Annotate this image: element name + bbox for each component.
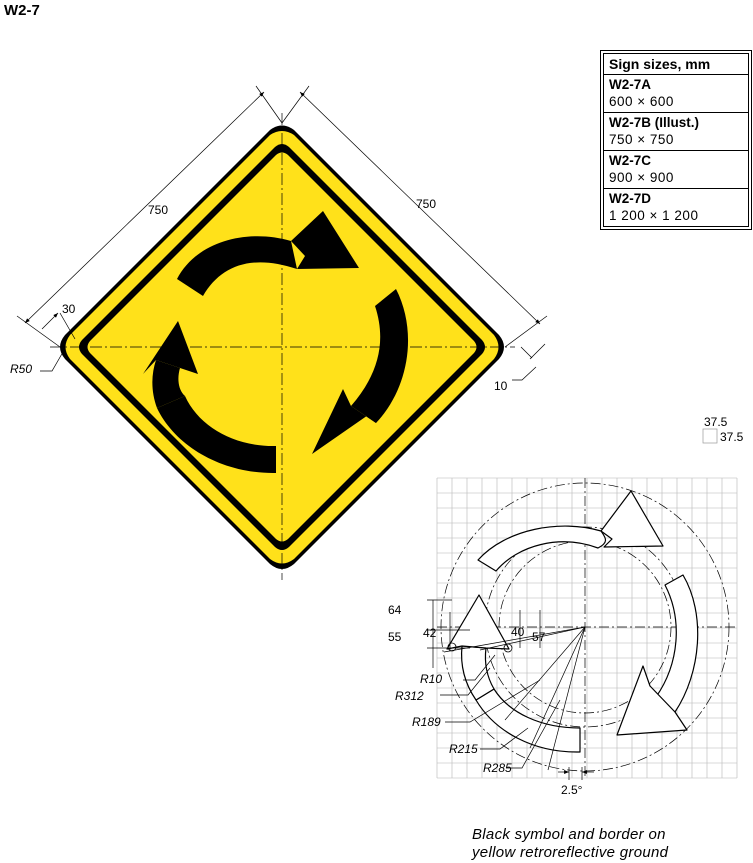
- dim-r189: R189: [412, 715, 441, 729]
- material-note-line2: yellow retroreflective ground: [472, 844, 669, 861]
- dim-corner-radius: R50: [10, 362, 32, 376]
- material-note-line1: Black symbol and border on: [472, 826, 666, 843]
- size-code: W2-7C: [609, 153, 652, 168]
- radius-leaders: [427, 599, 594, 780]
- size-dimension: 900 × 900: [609, 170, 674, 185]
- dim-r285: R285: [483, 761, 512, 775]
- material-note: Black symbol and border on yellow retror…: [472, 826, 668, 862]
- dim-angle: 2.5°: [561, 783, 583, 797]
- size-dimension: 750 × 750: [609, 132, 674, 147]
- sizes-row-b: W2-7B (Illust.) 750 × 750: [604, 112, 748, 150]
- construction-arrowhead-right: [616, 665, 688, 736]
- grid-step-x-label: 37.5: [704, 415, 728, 429]
- roundabout-arrowhead-left: [143, 321, 198, 374]
- sign-dimension-lines: [16, 85, 548, 381]
- dim-40: 40: [511, 625, 525, 639]
- sizes-row-c: W2-7C 900 × 900: [604, 150, 748, 188]
- sizes-table-header: Sign sizes, mm: [609, 56, 711, 72]
- roundabout-arrow-bottom: [157, 396, 276, 474]
- construction-arrowhead-left: [446, 594, 510, 650]
- roundabout-arrow-left: [152, 360, 185, 408]
- dim-64: 64: [388, 603, 402, 617]
- sign-code-title: W2-7: [4, 2, 40, 19]
- size-dimension: 600 × 600: [609, 94, 674, 109]
- grid-step-swatch: [702, 428, 718, 444]
- construction-arrows: [446, 490, 699, 753]
- size-code: W2-7B (Illust.): [609, 115, 699, 130]
- dim-55: 55: [388, 630, 402, 644]
- size-code: W2-7D: [609, 191, 652, 206]
- dim-r215: R215: [449, 742, 478, 756]
- construction-arrowhead-top: [600, 490, 664, 548]
- grid-step-y-label: 37.5: [720, 430, 744, 444]
- sign-sizes-table: Sign sizes, mm W2-7A 600 × 600 W2-7B (Il…: [600, 50, 752, 230]
- dim-border-offset: 30: [62, 302, 76, 316]
- dim-side-left: 750: [148, 203, 168, 217]
- pivot-circle-right: [503, 643, 513, 653]
- size-dimension: 1 200 × 1 200: [609, 208, 699, 223]
- size-code: W2-7A: [609, 77, 652, 92]
- sizes-row-d: W2-7D 1 200 × 1 200: [604, 188, 748, 226]
- sizes-row-a: W2-7A 600 × 600: [604, 74, 748, 112]
- construction-arrow-top: [477, 525, 607, 572]
- construction-arrow-bottom: [475, 688, 581, 753]
- dim-r312: R312: [395, 689, 424, 703]
- dim-42: 42: [423, 626, 437, 640]
- dim-57: 57: [532, 630, 546, 644]
- pivot-circle-left: [447, 642, 457, 652]
- warning-sign: [50, 113, 515, 580]
- dim-r10: R10: [420, 672, 442, 686]
- dim-side-right: 750: [416, 197, 436, 211]
- dim-border-width: 10: [494, 379, 508, 393]
- roundabout-arrowhead-right: [312, 389, 384, 454]
